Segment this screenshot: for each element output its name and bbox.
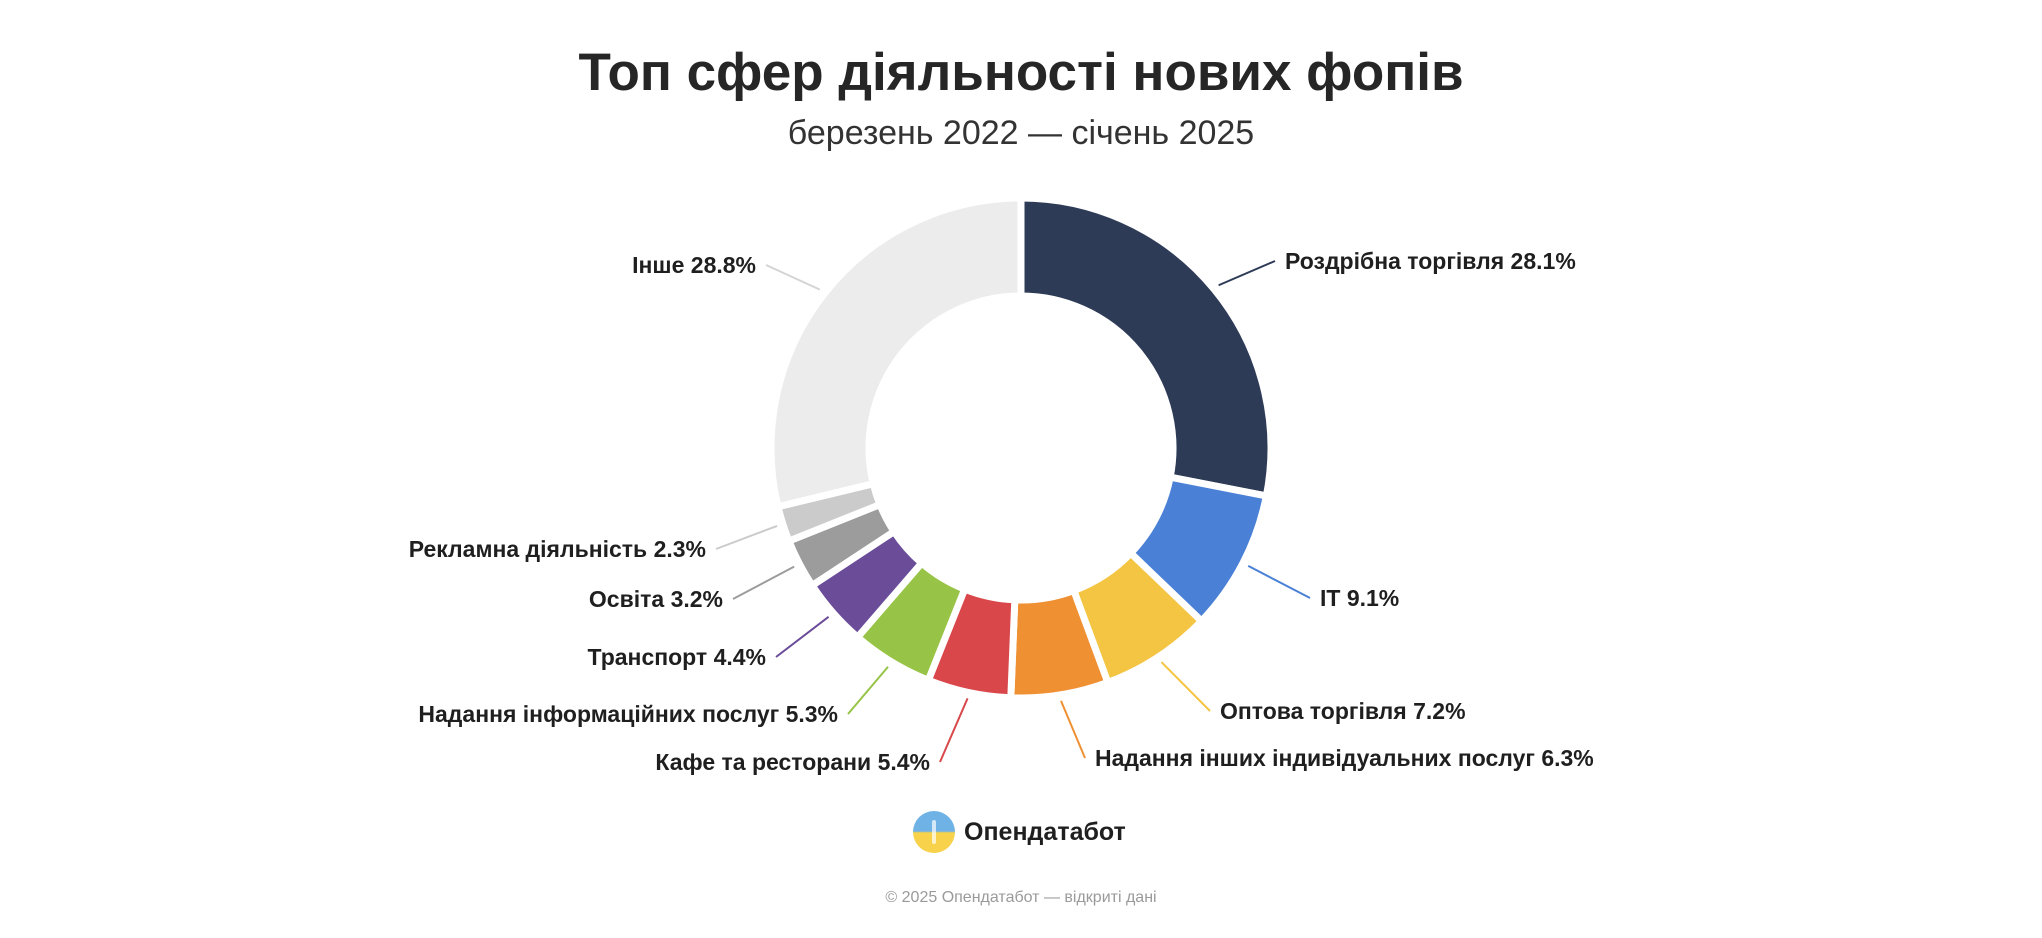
leader-line <box>732 565 795 600</box>
opendatabot-logo-icon <box>913 811 955 853</box>
donut-slice <box>1017 194 1275 500</box>
slice-label: ІТ 9.1% <box>1320 585 1399 611</box>
leader-line <box>775 616 830 658</box>
donut-slice <box>767 194 1025 511</box>
slice-label: Оптова торгівля 7.2% <box>1220 698 1466 724</box>
slice-label: Надання інших індивідуальних послуг 6.3% <box>1095 745 1594 771</box>
leader-line <box>1247 565 1311 599</box>
brand: Опендатабот <box>913 810 1126 854</box>
leader-line <box>1160 661 1211 712</box>
chart-subtitle: березень 2022 — січень 2025 <box>787 114 1255 152</box>
leader-line <box>939 697 969 763</box>
leader-line <box>847 666 889 715</box>
chart-title: Топ сфер діяльності нових фопів <box>578 43 1464 102</box>
slice-label: Транспорт 4.4% <box>588 644 766 670</box>
slice-label: Рекламна діяльність 2.3% <box>409 536 706 562</box>
slice-label: Роздрібна торгівля 28.1% <box>1285 248 1576 274</box>
brand-name: Опендатабот <box>964 817 1126 846</box>
slice-label: Інше 28.8% <box>632 252 756 278</box>
slice-label: Освіта 3.2% <box>589 586 723 612</box>
leader-line <box>1218 260 1276 287</box>
leader-line <box>1060 700 1086 759</box>
leader-line <box>715 524 778 550</box>
slice-label: Кафе та ресторани 5.4% <box>655 749 930 775</box>
footer-copyright: © 2025 Опендатабот — відкриті дані <box>885 889 1157 906</box>
leader-line <box>765 264 821 291</box>
slice-label: Надання інформаційних послуг 5.3% <box>418 701 838 727</box>
